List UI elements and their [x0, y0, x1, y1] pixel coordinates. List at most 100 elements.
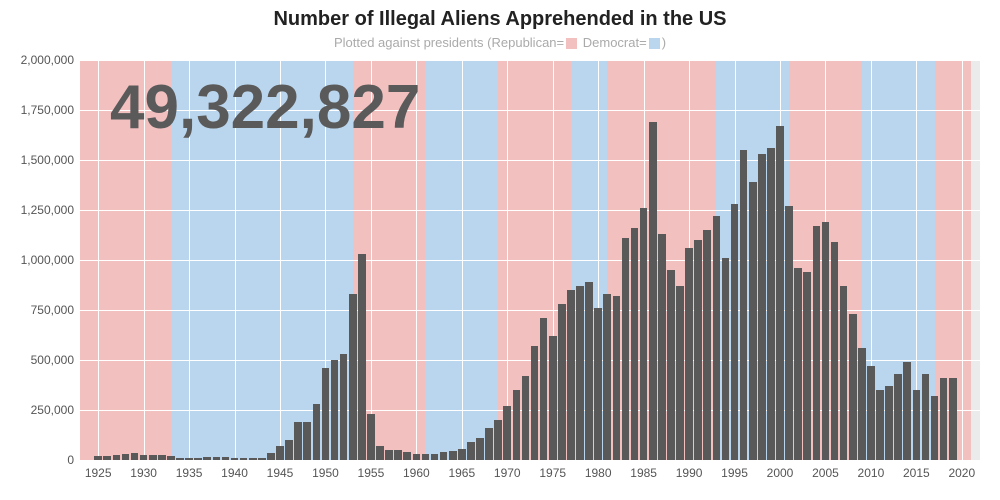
x-tick-label: 1950	[312, 466, 339, 480]
bar	[849, 314, 857, 460]
y-tick-label: 1,000,000	[21, 253, 74, 267]
bar	[503, 406, 511, 460]
bar	[449, 451, 457, 460]
plot-area: 0250,000500,000750,0001,000,0001,250,000…	[80, 60, 980, 460]
bar	[631, 228, 639, 460]
x-tick-label: 1960	[403, 466, 430, 480]
bar	[103, 456, 111, 460]
bar	[676, 286, 684, 460]
bar	[267, 453, 275, 460]
bar	[285, 440, 293, 460]
bar	[794, 268, 802, 460]
bar	[685, 248, 693, 460]
bar	[858, 348, 866, 460]
x-tick-label: 1930	[130, 466, 157, 480]
y-tick-label: 250,000	[31, 403, 74, 417]
bar	[576, 286, 584, 460]
bar	[585, 282, 593, 460]
bar	[94, 456, 102, 460]
bar-series	[80, 60, 980, 460]
chart-title: Number of Illegal Aliens Apprehended in …	[0, 0, 1000, 31]
bar	[403, 452, 411, 460]
x-tick-label: 1940	[221, 466, 248, 480]
bar	[894, 374, 902, 460]
bar	[131, 453, 139, 460]
bar	[613, 296, 621, 460]
bar	[485, 428, 493, 460]
bar	[513, 390, 521, 460]
x-tick-label: 1965	[448, 466, 475, 480]
x-tick-label: 1990	[676, 466, 703, 480]
x-tick-label: 2010	[858, 466, 885, 480]
bar	[831, 242, 839, 460]
x-tick-label: 1995	[721, 466, 748, 480]
subtitle-text-1: Plotted against presidents (Republican=	[334, 35, 564, 50]
bar	[731, 204, 739, 460]
x-tick-label: 1945	[267, 466, 294, 480]
bar	[822, 222, 830, 460]
bar	[922, 374, 930, 460]
bar	[876, 390, 884, 460]
bar	[694, 240, 702, 460]
bar	[594, 308, 602, 460]
bar	[185, 458, 193, 460]
bar	[149, 455, 157, 460]
bar	[303, 422, 311, 460]
bar	[331, 360, 339, 460]
bar	[840, 286, 848, 460]
bar	[740, 150, 748, 460]
bar	[394, 450, 402, 460]
x-tick-label: 1980	[585, 466, 612, 480]
bar	[313, 404, 321, 460]
x-tick-label: 2000	[767, 466, 794, 480]
bar	[222, 457, 230, 460]
bar	[294, 422, 302, 460]
bar	[476, 438, 484, 460]
bar	[758, 154, 766, 460]
bar	[194, 458, 202, 460]
y-tick-label: 0	[67, 453, 74, 467]
bar	[703, 230, 711, 460]
bar	[367, 414, 375, 460]
bar	[722, 258, 730, 460]
bar	[276, 446, 284, 460]
bar	[231, 458, 239, 460]
x-tick-label: 2020	[948, 466, 975, 480]
bar	[358, 254, 366, 460]
bar	[785, 206, 793, 460]
bar	[176, 458, 184, 460]
bar	[140, 455, 148, 460]
bar	[240, 458, 248, 460]
bar	[567, 290, 575, 460]
bar	[622, 238, 630, 460]
bar	[940, 378, 948, 460]
bar	[649, 122, 657, 460]
y-tick-label: 1,750,000	[21, 103, 74, 117]
bar	[776, 126, 784, 460]
bar	[767, 148, 775, 460]
chart-subtitle: Plotted against presidents (Republican= …	[0, 35, 1000, 50]
bar	[813, 226, 821, 460]
republican-swatch	[566, 38, 577, 49]
bar	[640, 208, 648, 460]
bar	[203, 457, 211, 460]
bar	[340, 354, 348, 460]
x-tick-label: 1925	[85, 466, 112, 480]
bar	[322, 368, 330, 460]
bar	[113, 455, 121, 460]
chart-container: Number of Illegal Aliens Apprehended in …	[0, 0, 1000, 500]
subtitle-text-2: Democrat=	[579, 35, 647, 50]
bar	[458, 449, 466, 460]
bar	[867, 366, 875, 460]
bar	[531, 346, 539, 460]
bar	[422, 454, 430, 460]
bar	[667, 270, 675, 460]
y-tick-label: 2,000,000	[21, 53, 74, 67]
bar	[376, 446, 384, 460]
subtitle-text-3: )	[662, 35, 666, 50]
bar	[885, 386, 893, 460]
bar	[122, 454, 130, 460]
bar	[249, 458, 257, 460]
bar	[931, 396, 939, 460]
gridline-h	[80, 460, 980, 461]
